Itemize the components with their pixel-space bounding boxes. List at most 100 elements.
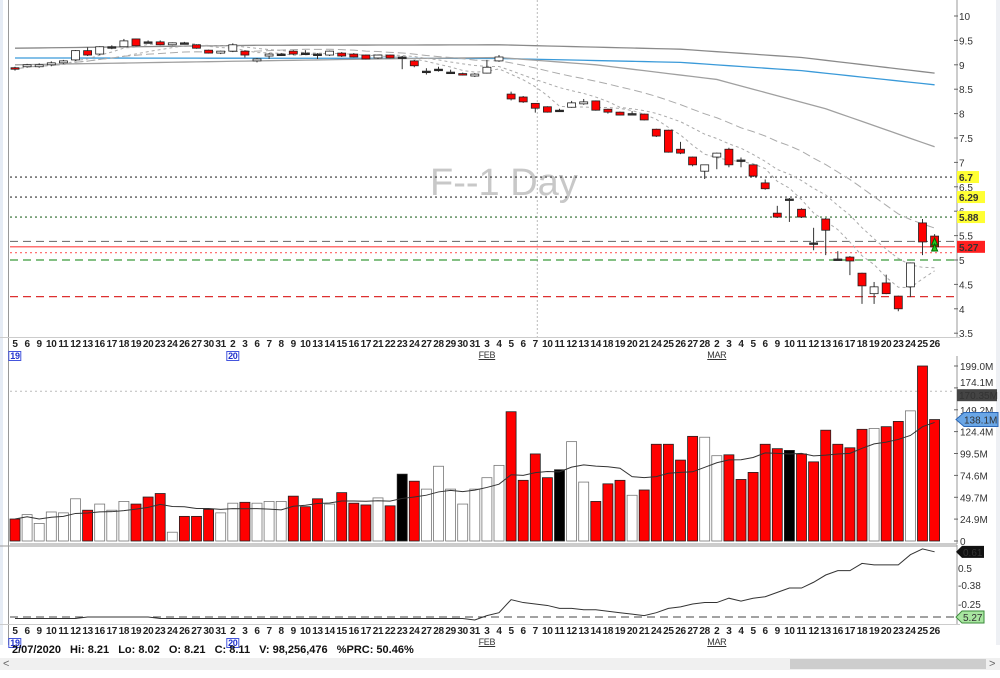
candle-body — [458, 73, 468, 76]
candle-body — [724, 148, 734, 166]
volume-bar — [844, 447, 856, 542]
price-panel[interactable]: 109.598.587.576.565.554.543.56.76.295.88… — [0, 0, 1000, 340]
status-prc: %PRC: 50.46% — [336, 644, 414, 656]
volume-ref-label-bg — [957, 389, 997, 402]
candle — [421, 68, 431, 75]
volume-tick-label: 174.1M — [960, 378, 993, 389]
ma-long-gray-line — [14, 44, 935, 74]
candle-body — [385, 54, 395, 59]
volume-bar — [312, 498, 323, 542]
candle-body — [409, 60, 419, 67]
date-tick-label: 17 — [106, 339, 118, 350]
candle-body — [397, 56, 407, 59]
date-tick-label: 30 — [457, 626, 468, 637]
date-tick-label: 16 — [348, 626, 360, 637]
volume-bar — [191, 515, 202, 542]
candle-body — [313, 53, 322, 56]
date-tick-label: 18 — [856, 626, 868, 637]
date-tick-label: 23 — [396, 626, 408, 637]
date-tick-label: 2 — [230, 626, 236, 637]
candle-body — [893, 295, 903, 310]
volume-tick-label: 24.9M — [960, 515, 988, 526]
scroll-left-arrow-icon[interactable]: < — [3, 658, 10, 670]
candle — [83, 47, 92, 57]
candle — [736, 157, 746, 168]
oscillator-tick-label: -0.25 — [958, 600, 981, 611]
volume-tick-label: 124.4M — [960, 428, 993, 439]
scrollbar-thumb[interactable] — [790, 659, 986, 669]
date-tick-label: 21 — [372, 339, 384, 350]
date-tick-label: 31 — [215, 626, 226, 637]
date-tick-label: 11 — [796, 339, 807, 350]
candle — [664, 129, 673, 153]
date-tick-label: 27 — [191, 626, 202, 637]
date-tick-label: 3 — [726, 339, 732, 350]
date-tick-label: 17 — [360, 339, 372, 350]
price-level-label: 5.27 — [959, 243, 979, 254]
volume-bar — [723, 454, 735, 542]
date-tick-label: 11 — [554, 339, 565, 350]
candle-body — [300, 52, 310, 55]
price-tick-label: 4.5 — [959, 280, 973, 291]
volume-bar — [45, 511, 57, 542]
candle — [482, 59, 492, 74]
volume-bar — [505, 411, 517, 542]
candle-body — [446, 71, 456, 75]
candle-body — [22, 64, 32, 68]
status-bar: 2/07/2020 Hi: 8.21 Lo: 8.02 O: 8.21 C: 8… — [12, 644, 420, 656]
candle — [760, 179, 770, 190]
candle — [119, 38, 129, 48]
candle-body — [10, 67, 20, 70]
candle — [373, 54, 383, 59]
volume-bar — [420, 488, 432, 542]
oscillator-panel[interactable]: 0.5 -0.38 -0.25 0.61 5.27 — [0, 545, 1000, 627]
oscillator-ref-label-bg — [955, 610, 985, 624]
date-tick-label: 15 — [336, 626, 347, 637]
oscillator-tick-label: -0.38 — [958, 581, 981, 592]
price-tick-label: 3.5 — [959, 329, 973, 340]
candle-body — [615, 111, 625, 116]
date-tick-label: 27 — [191, 339, 202, 350]
date-tick-label: 10 — [46, 339, 57, 350]
volume-tick-label: 74.6M — [960, 471, 988, 482]
volume-panel[interactable]: 199.0M 174.1M 149.2M 124.4M 99.5M 74.6M 49.7M 2… — [0, 356, 1000, 548]
volume-bar — [324, 503, 336, 542]
candle — [361, 54, 371, 60]
price-level-label: 5.88 — [959, 213, 979, 224]
candle-body — [288, 50, 298, 55]
volume-tick-label: 49.7M — [960, 493, 988, 504]
date-tick-label: 7 — [266, 339, 272, 350]
volume-bar — [106, 509, 118, 542]
oscillator-last-label-bg — [956, 545, 984, 558]
date-tick-label: 20 — [626, 626, 638, 637]
volume-bar — [832, 443, 844, 542]
date-tick-label: 13 — [82, 626, 93, 637]
horizontal-scrollbar[interactable]: < > — [0, 658, 1000, 670]
date-tick-label: 19 — [130, 626, 142, 637]
date-tick-label: 24 — [167, 339, 178, 350]
volume-bar — [227, 502, 239, 542]
volume-bar — [203, 508, 215, 542]
candle-body — [421, 70, 431, 74]
candle — [59, 59, 68, 64]
volume-bar — [759, 443, 771, 542]
date-tick-label: 24 — [167, 626, 178, 637]
volume-bar — [70, 498, 81, 542]
price-tick-label: 8 — [959, 110, 965, 121]
volume-bar — [747, 472, 759, 542]
period-marker-feb: FEB — [478, 350, 496, 360]
date-tick-label: 26 — [675, 339, 686, 350]
volume-tick-label: 99.5M — [960, 450, 988, 461]
scroll-right-arrow-icon[interactable]: > — [989, 658, 996, 670]
date-tick-label: 24 — [651, 339, 662, 350]
date-tick-label: 10 — [46, 626, 57, 637]
candle-body — [83, 50, 92, 56]
candle — [591, 100, 601, 111]
date-tick-label: 2 — [714, 626, 720, 637]
date-tick-label: 10 — [784, 626, 795, 637]
date-tick-label: 14 — [590, 339, 602, 350]
date-tick-label: 3 — [484, 626, 490, 637]
candle — [179, 41, 189, 45]
candle — [276, 53, 286, 57]
candle — [555, 108, 564, 113]
